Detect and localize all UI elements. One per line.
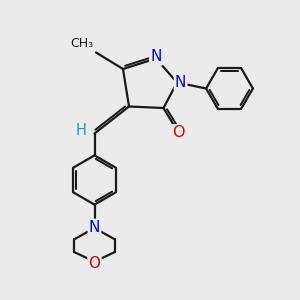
Text: O: O (172, 125, 185, 140)
Text: H: H (76, 123, 86, 138)
Text: N: N (150, 50, 162, 64)
Text: O: O (88, 256, 101, 271)
Text: N: N (175, 75, 186, 90)
Text: CH₃: CH₃ (70, 37, 94, 50)
Text: N: N (89, 220, 100, 235)
